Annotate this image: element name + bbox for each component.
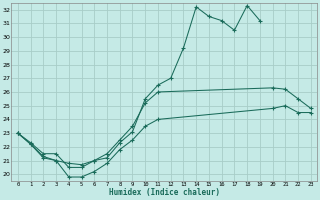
X-axis label: Humidex (Indice chaleur): Humidex (Indice chaleur) <box>109 188 220 197</box>
